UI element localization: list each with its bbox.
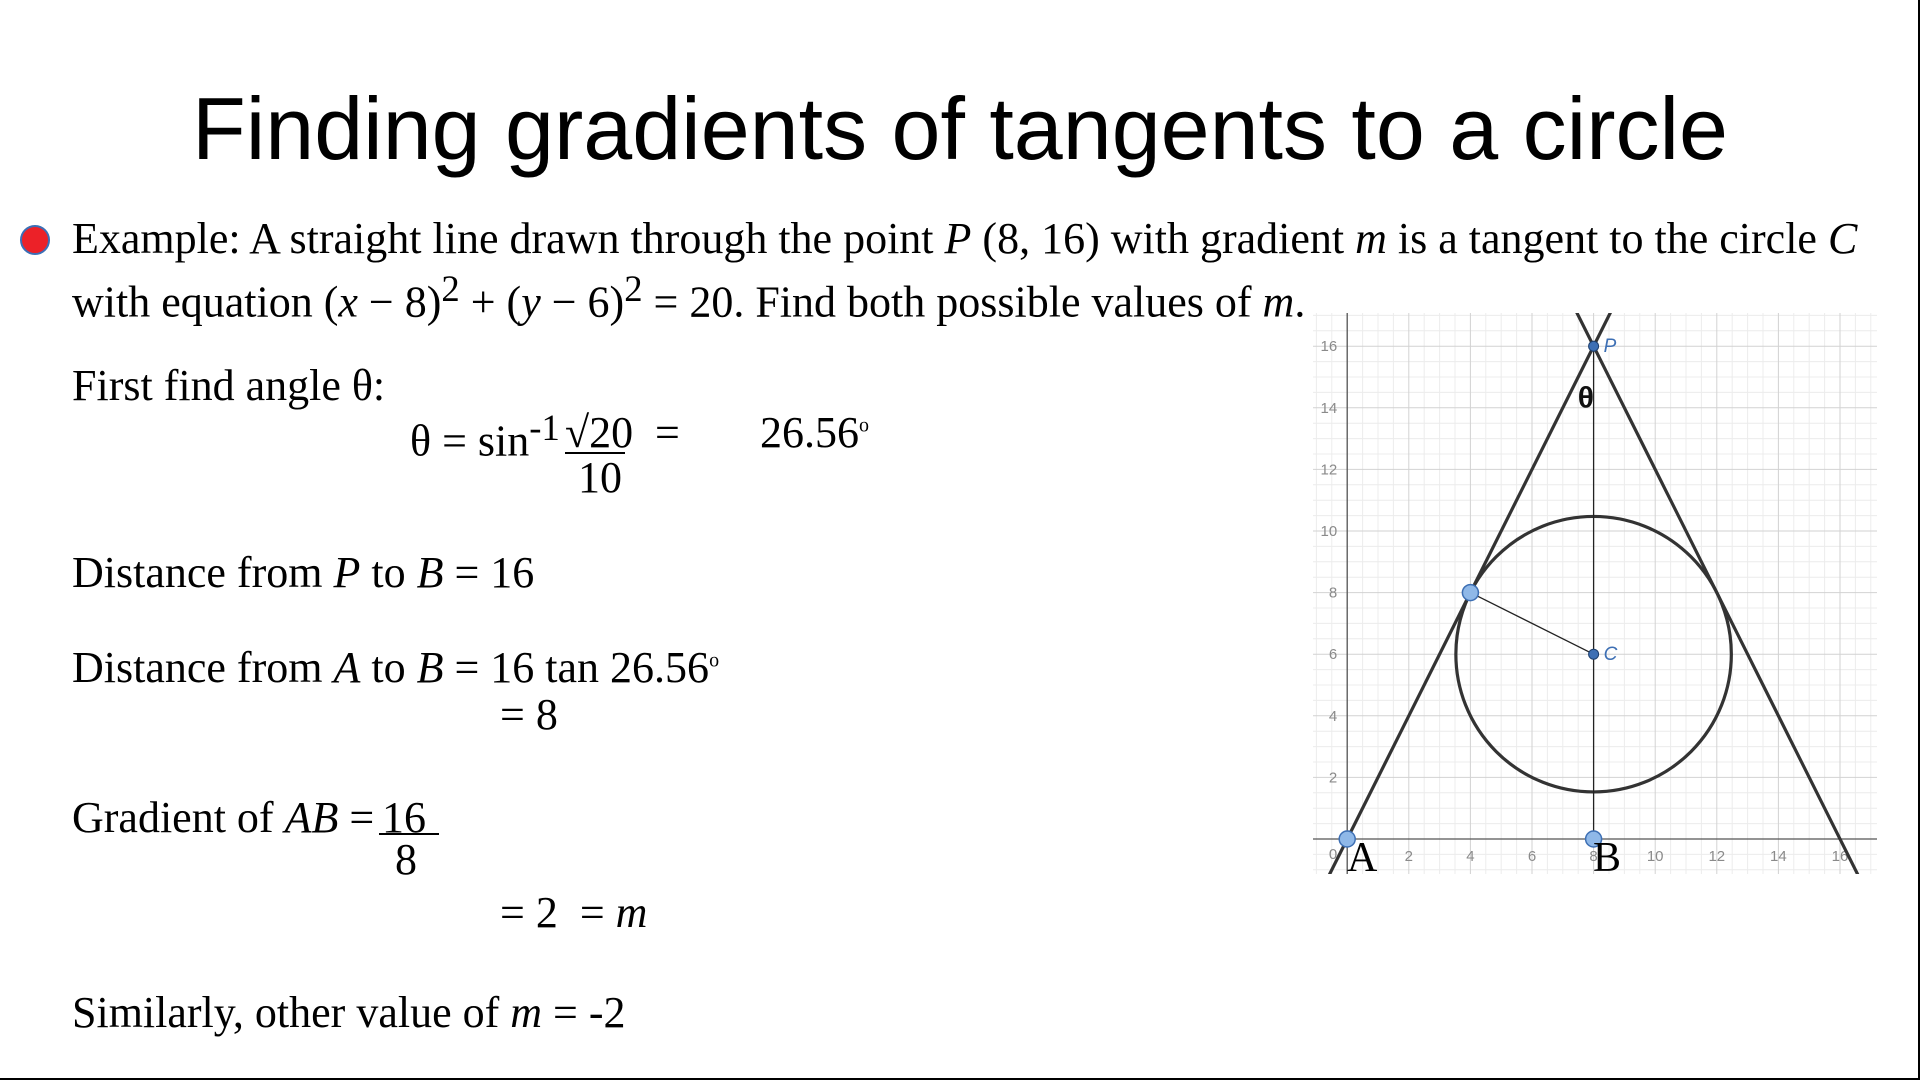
svg-text:6: 6: [1329, 646, 1337, 663]
svg-text:2: 2: [1405, 848, 1413, 865]
svg-text:14: 14: [1770, 848, 1787, 865]
svg-text:12: 12: [1321, 461, 1338, 478]
svg-text:6: 6: [1528, 848, 1536, 865]
svg-text:8: 8: [1329, 585, 1337, 602]
svg-text:4: 4: [1329, 708, 1337, 725]
svg-text:12: 12: [1708, 848, 1725, 865]
svg-text:4: 4: [1466, 848, 1474, 865]
svg-text:P: P: [1604, 336, 1617, 357]
svg-text:10: 10: [1321, 523, 1338, 540]
svg-text:C: C: [1604, 644, 1618, 665]
svg-text:2: 2: [1329, 769, 1337, 786]
svg-text:θ: θ: [1578, 382, 1594, 415]
svg-text:10: 10: [1647, 848, 1664, 865]
svg-text:14: 14: [1321, 400, 1338, 417]
svg-text:16: 16: [1321, 338, 1338, 355]
